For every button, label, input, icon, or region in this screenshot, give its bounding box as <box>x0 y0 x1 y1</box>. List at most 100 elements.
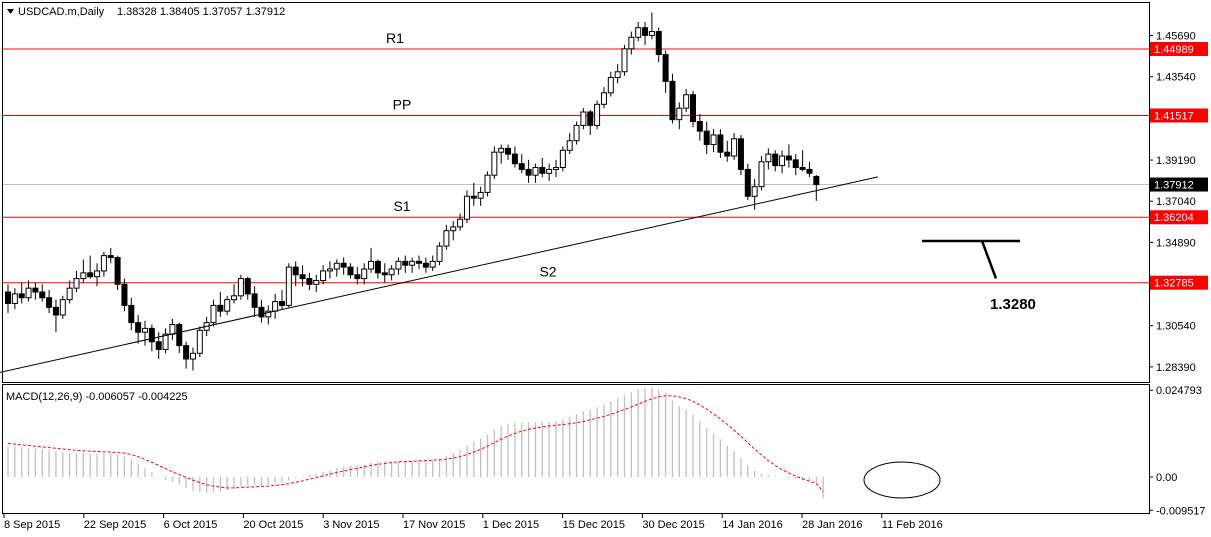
candle <box>114 255 121 291</box>
candle <box>648 12 655 40</box>
candle <box>710 129 717 153</box>
candle-body <box>594 103 601 126</box>
candle <box>635 21 642 42</box>
candle-body <box>100 255 107 272</box>
x-tick-label: 17 Nov 2015 <box>403 519 465 531</box>
candle-body <box>326 268 333 272</box>
candle <box>46 290 53 314</box>
candle-body <box>80 272 87 280</box>
candle-body <box>498 147 505 153</box>
candle <box>196 326 203 358</box>
candle <box>724 140 731 162</box>
candle-body <box>511 153 518 165</box>
candle <box>594 100 601 130</box>
y-tick-label: 1.34890 <box>1156 237 1196 249</box>
candle <box>553 159 559 178</box>
level-tag: 1.44989 <box>1154 44 1194 56</box>
candle <box>340 257 347 275</box>
candle <box>443 224 450 250</box>
y-tick-label: 1.28390 <box>1156 362 1196 374</box>
x-tick-label: 3 Nov 2015 <box>323 519 379 531</box>
level-tag: 1.32785 <box>1154 278 1194 290</box>
candle-body <box>587 111 594 126</box>
level-tag-bg <box>1150 210 1208 225</box>
macd-tick-label: 0.024793 <box>1156 385 1202 397</box>
x-tick-label: 1 Dec 2015 <box>483 519 539 531</box>
candle-body <box>237 278 244 297</box>
macd-panel-border <box>2 384 1150 514</box>
candle <box>785 144 792 168</box>
trendline[interactable] <box>0 176 879 378</box>
annotation-label: 1.3280 <box>990 296 1036 313</box>
candle-body <box>368 260 375 270</box>
candle <box>299 265 306 287</box>
candle-body <box>52 306 59 316</box>
candle-body <box>155 341 162 350</box>
candle <box>313 274 320 292</box>
candle-body <box>703 130 710 146</box>
candle <box>669 73 676 124</box>
candle <box>258 299 265 323</box>
candle-body <box>600 92 607 105</box>
time-axis: 8 Sep 2015 22 Sep 2015 6 Oct 2015 20 Oct 20… <box>3 514 943 531</box>
candle <box>265 305 272 325</box>
candle-body <box>443 230 450 247</box>
candle <box>498 144 505 164</box>
candle <box>470 182 477 206</box>
candle-body <box>690 94 696 123</box>
candle-body <box>525 168 532 176</box>
candle <box>429 255 436 271</box>
candle-body <box>491 151 498 176</box>
candle-body <box>470 195 477 199</box>
candle <box>703 121 710 155</box>
candle <box>32 282 39 300</box>
candle <box>792 154 799 176</box>
candle-body <box>333 262 340 270</box>
candle <box>696 113 703 141</box>
candle-body <box>758 161 765 188</box>
candle <box>100 251 107 277</box>
candle-body <box>409 260 416 266</box>
candle-body <box>573 124 580 142</box>
macd-axis: 0.024793 0.00 -0.009517 <box>1149 385 1206 517</box>
symbol-label: USDCAD.m,Daily <box>18 6 105 18</box>
candle-body <box>717 134 724 153</box>
candle-body <box>765 153 772 163</box>
candle <box>566 133 573 155</box>
candle <box>662 50 669 93</box>
candle <box>374 259 381 279</box>
candle <box>463 190 470 224</box>
target-annotation: 1.3280 <box>922 239 1036 313</box>
price-axis: 1.45690 1.43540 1.39190 1.37040 1.34890 1.305… <box>1149 31 1196 374</box>
candle <box>614 64 621 84</box>
candle-body <box>416 260 422 264</box>
candle-body <box>285 266 292 306</box>
candle <box>142 320 148 346</box>
candle-body <box>306 278 313 285</box>
current-price-tag: 1.37912 <box>1154 180 1194 192</box>
candle-body <box>614 71 621 79</box>
candle-body <box>299 274 306 280</box>
candle <box>546 163 553 181</box>
candlesticks <box>5 12 820 371</box>
candle-body <box>18 293 25 299</box>
candle <box>642 21 649 45</box>
candle-body <box>244 278 251 295</box>
candle-body <box>142 327 148 333</box>
candle <box>422 257 429 273</box>
candle <box>395 257 402 275</box>
candle <box>217 291 224 317</box>
candle-body <box>676 107 683 121</box>
price-panel-border <box>2 2 1150 383</box>
triangle-down-icon[interactable] <box>7 9 14 14</box>
candle <box>292 261 299 287</box>
candle-body <box>135 322 142 333</box>
candle <box>799 150 806 172</box>
candle <box>607 71 614 97</box>
candle <box>368 247 375 273</box>
candle-body <box>635 27 642 38</box>
candle-body <box>429 260 436 268</box>
candle <box>484 171 491 197</box>
level-label-s2: S2 <box>539 264 556 280</box>
